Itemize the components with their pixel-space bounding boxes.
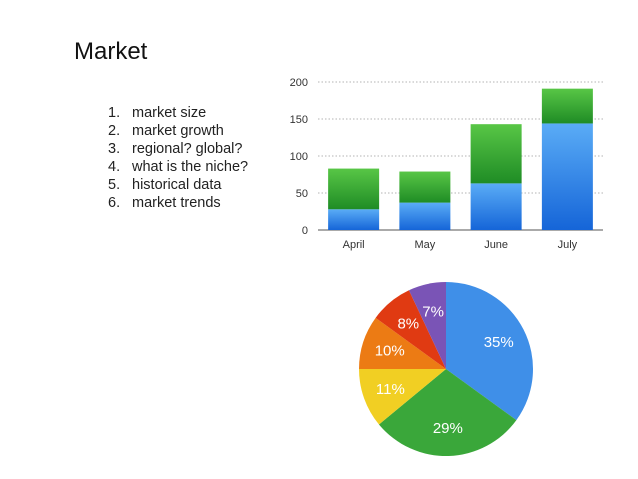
topic-number: 4. — [108, 159, 121, 175]
topic-list: 1. market size 2. market growth 3. regional… — [108, 104, 248, 212]
topic-text: market growth — [132, 123, 224, 139]
bar-segment-blue — [399, 202, 451, 230]
pie-slice-green — [378, 369, 517, 456]
y-tick-label: 0 — [302, 225, 308, 237]
topic-number: 3. — [108, 141, 121, 157]
topic-text: what is the niche? — [132, 159, 249, 175]
pie-slice-red — [375, 290, 446, 369]
stacked-bar-chart: 0 50 100 150 200 April May June July — [290, 77, 603, 251]
y-tick-label: 200 — [290, 77, 308, 89]
pie-slice-label: 11% — [376, 381, 405, 398]
x-tick-label: June — [484, 239, 508, 251]
pie-slice-purple — [408, 282, 446, 369]
topic-text: regional? global? — [132, 141, 243, 157]
pie-slice-label: 35% — [484, 334, 514, 351]
pie-slice-label: 29% — [433, 420, 463, 437]
topic-number: 6. — [108, 195, 121, 211]
bar-segment-blue — [470, 183, 522, 230]
topic-item: 4. what is the niche? — [108, 158, 248, 176]
y-tick-label: 150 — [290, 114, 308, 126]
pie-slice-label: 8% — [397, 315, 419, 332]
bar-segment-green — [399, 171, 451, 203]
topic-text: market size — [132, 105, 207, 121]
topic-text: historical data — [132, 177, 222, 193]
bar-segment-green — [328, 168, 380, 210]
pie-slice-yellow — [359, 369, 446, 425]
pie-chart: 35% 29% 11% 10% 8%7% — [359, 282, 533, 456]
pie-slice-label: 10% — [375, 343, 405, 360]
topic-number: 5. — [108, 177, 121, 193]
x-tick-label: April — [343, 239, 365, 251]
pie-slice-blue — [446, 282, 533, 421]
topic-item: 2. market growth — [108, 122, 248, 140]
topic-number: 2. — [108, 123, 121, 139]
pie-slice-orange — [359, 317, 446, 369]
topic-item: 6. market trends — [108, 194, 248, 212]
slide-title: Market — [74, 38, 148, 65]
bar-segment-blue — [328, 209, 380, 230]
topic-item: 3. regional? global? — [108, 140, 248, 158]
x-tick-label: May — [414, 239, 435, 251]
pie-slice-label: 7% — [422, 303, 444, 320]
y-tick-label: 50 — [296, 188, 308, 200]
topic-item: 5. historical data — [108, 176, 248, 194]
topic-text: market trends — [132, 195, 221, 211]
bar-segment-green — [541, 88, 593, 124]
topic-number: 1. — [108, 105, 121, 121]
bar-segment-green — [470, 124, 522, 184]
bar-segment-blue — [541, 123, 593, 230]
x-tick-label: July — [558, 239, 578, 251]
topic-item: 1. market size — [108, 104, 248, 122]
y-tick-label: 100 — [290, 151, 308, 163]
